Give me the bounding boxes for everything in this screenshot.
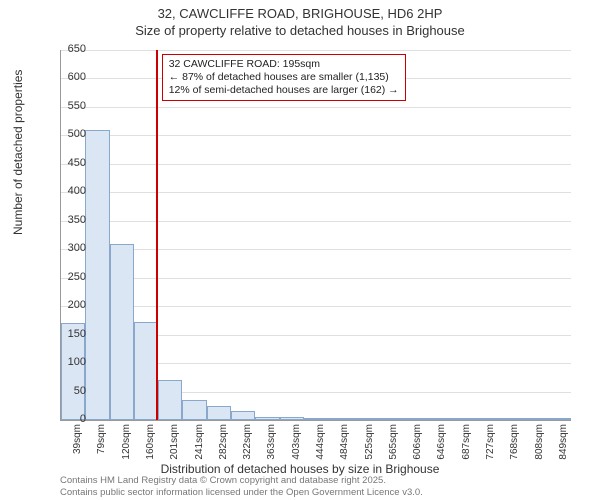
x-tick-label: 201sqm xyxy=(169,424,180,464)
histogram-bar xyxy=(498,418,522,420)
x-tick-label: 727sqm xyxy=(485,424,496,464)
x-tick-label: 525sqm xyxy=(364,424,375,464)
y-tick-label: 550 xyxy=(56,100,86,112)
annotation-line: ← 87% of detached houses are smaller (1,… xyxy=(169,71,399,84)
histogram-bar xyxy=(352,418,376,420)
x-tick-label: 160sqm xyxy=(145,424,156,464)
histogram-bar xyxy=(110,244,134,420)
x-tick-label: 808sqm xyxy=(534,424,545,464)
x-tick-label: 79sqm xyxy=(96,424,107,464)
x-tick-label: 282sqm xyxy=(218,424,229,464)
histogram-bar xyxy=(255,417,279,420)
footer-line1: Contains HM Land Registry data © Crown c… xyxy=(60,475,423,486)
x-tick-label: 687sqm xyxy=(461,424,472,464)
footer-line2: Contains public sector information licen… xyxy=(60,487,423,498)
histogram-bar xyxy=(280,417,304,420)
annotation-line: 32 CAWCLIFFE ROAD: 195sqm xyxy=(169,58,399,71)
gridline xyxy=(61,107,571,108)
gridline xyxy=(61,249,571,250)
x-tick-label: 241sqm xyxy=(194,424,205,464)
y-tick-label: 400 xyxy=(56,185,86,197)
y-tick-label: 200 xyxy=(56,299,86,311)
y-tick-label: 500 xyxy=(56,128,86,140)
x-tick-label: 363sqm xyxy=(266,424,277,464)
gridline xyxy=(61,306,571,307)
y-tick-label: 150 xyxy=(56,328,86,340)
x-tick-label: 849sqm xyxy=(558,424,569,464)
y-tick-label: 300 xyxy=(56,242,86,254)
x-tick-label: 768sqm xyxy=(509,424,520,464)
x-tick-label: 606sqm xyxy=(412,424,423,464)
histogram-bar xyxy=(134,322,158,420)
histogram-bar xyxy=(401,418,425,420)
y-tick-label: 350 xyxy=(56,214,86,226)
x-tick-label: 322sqm xyxy=(242,424,253,464)
x-tick-label: 646sqm xyxy=(436,424,447,464)
x-tick-label: 403sqm xyxy=(291,424,302,464)
x-tick-label: 120sqm xyxy=(121,424,132,464)
histogram-bar xyxy=(547,418,571,420)
y-tick-label: 50 xyxy=(56,385,86,397)
histogram-bar xyxy=(207,406,231,420)
gridline xyxy=(61,164,571,165)
gridline xyxy=(61,192,571,193)
marker-line xyxy=(156,50,158,420)
y-tick-label: 650 xyxy=(56,43,86,55)
y-tick-label: 100 xyxy=(56,356,86,368)
gridline xyxy=(61,135,571,136)
chart-title-line2: Size of property relative to detached ho… xyxy=(0,21,600,38)
histogram-bar xyxy=(425,418,449,420)
histogram-bar xyxy=(158,380,182,420)
x-tick-label: 484sqm xyxy=(339,424,350,464)
y-axis-label: Number of detached properties xyxy=(11,70,25,235)
chart-title-line1: 32, CAWCLIFFE ROAD, BRIGHOUSE, HD6 2HP xyxy=(0,0,600,21)
chart-plot-area: 32 CAWCLIFFE ROAD: 195sqm← 87% of detach… xyxy=(60,50,571,421)
histogram-bar xyxy=(85,130,109,420)
x-tick-label: 444sqm xyxy=(315,424,326,464)
histogram-bar xyxy=(522,418,546,420)
annotation-line: 12% of semi-detached houses are larger (… xyxy=(169,84,399,97)
gridline xyxy=(61,278,571,279)
histogram-bar xyxy=(231,411,255,420)
x-tick-label: 39sqm xyxy=(72,424,83,464)
y-tick-label: 600 xyxy=(56,71,86,83)
histogram-bar xyxy=(377,418,401,420)
annotation-box: 32 CAWCLIFFE ROAD: 195sqm← 87% of detach… xyxy=(162,54,406,101)
y-tick-label: 450 xyxy=(56,157,86,169)
histogram-bar xyxy=(328,418,352,420)
histogram-bar xyxy=(304,418,328,420)
gridline xyxy=(61,50,571,51)
y-tick-label: 250 xyxy=(56,271,86,283)
histogram-bar xyxy=(474,418,498,420)
histogram-bar xyxy=(450,418,474,420)
x-axis-label: Distribution of detached houses by size … xyxy=(0,462,600,476)
histogram-bar xyxy=(182,400,206,420)
footer-attribution: Contains HM Land Registry data © Crown c… xyxy=(60,475,423,498)
gridline xyxy=(61,221,571,222)
x-tick-label: 565sqm xyxy=(388,424,399,464)
